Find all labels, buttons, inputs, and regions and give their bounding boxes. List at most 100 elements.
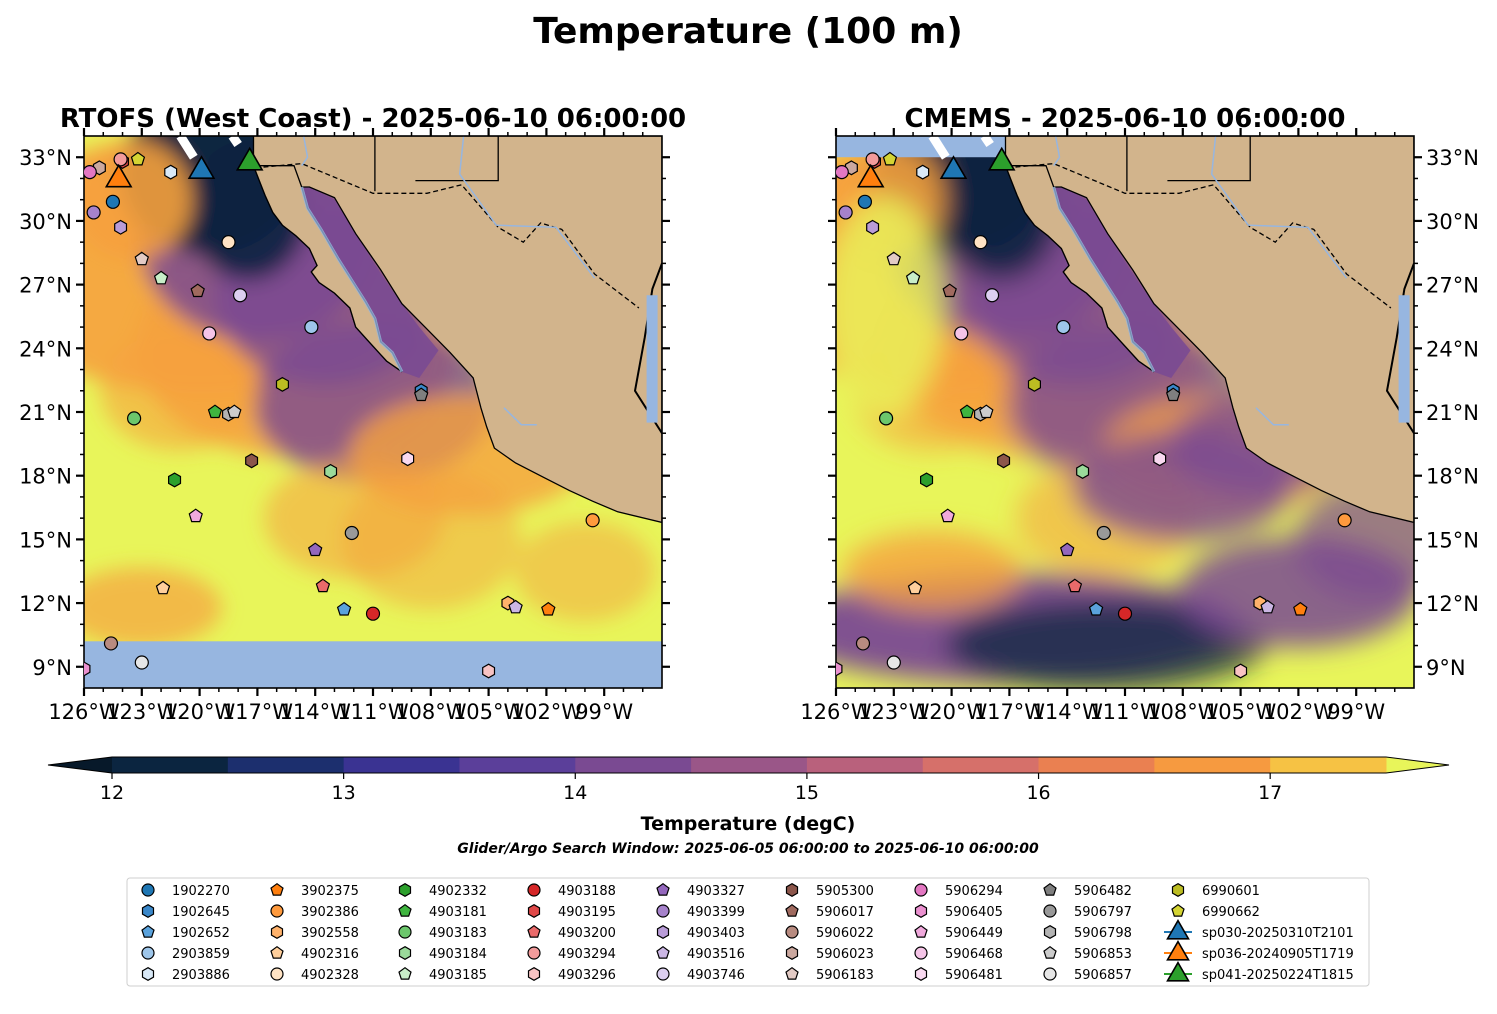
x-tick-label: 102°W (1263, 700, 1335, 724)
y-tick-label: 15°N (1426, 528, 1479, 552)
y-tick-label: 33°N (1426, 146, 1479, 170)
float-marker-4903183 (878, 411, 894, 426)
x-tick-label: 111°W (1089, 700, 1161, 724)
colorbar-segment (459, 757, 576, 773)
legend-entry-label: 6990662 (1202, 905, 1260, 920)
colorbar-segment (575, 757, 692, 773)
y-tick-label: 15°N (19, 528, 72, 552)
float-marker-5906405 (836, 661, 843, 677)
legend-float-marker (656, 925, 670, 939)
colorbar-segment (922, 757, 1040, 773)
float-marker-4903296 (1234, 663, 1248, 679)
legend-entry-label: 5906023 (816, 947, 874, 962)
x-tick-label: 99°W (1327, 700, 1385, 724)
float-marker-5906482 (1165, 387, 1181, 402)
float-marker-5906481 (1153, 451, 1167, 467)
legend-float-marker (141, 904, 155, 918)
legend-float-marker (527, 883, 541, 897)
legend-entry-label: 3902375 (301, 884, 359, 899)
float-marker-4903746 (984, 288, 1000, 303)
float-marker-1902270 (105, 194, 121, 209)
x-tick-label: 126°W (800, 700, 872, 724)
float-marker-5906797 (1096, 525, 1111, 541)
float-marker-4902316 (155, 580, 171, 595)
legend-float-marker (1043, 882, 1057, 896)
float-marker-3902386 (585, 513, 600, 528)
y-tick-label: 12°N (1426, 592, 1479, 616)
legend-entry-label: 1902652 (172, 926, 230, 941)
legend-float-marker (141, 924, 155, 938)
float-marker-1902652 (1088, 601, 1104, 616)
legend-entry-label: 5905300 (816, 884, 874, 899)
colorbar-segment (227, 757, 345, 773)
colorbar-segment (1154, 757, 1271, 773)
us-mexico-border (1007, 162, 1392, 309)
x-tick-label: 105°W (1205, 700, 1277, 724)
y-tick-label: 30°N (19, 210, 72, 234)
glider-marker-sp030-20250310T2101 (187, 155, 216, 179)
legend-float-marker (785, 946, 799, 960)
legend-float-marker (656, 882, 670, 896)
rtofs-map-panel: 126°W123°W120°W117°W114°W111°W108°W105°W… (19, 128, 670, 724)
legend-float-marker (656, 945, 670, 959)
colorbar-segment (1270, 757, 1387, 773)
legend-entry-label: 4903327 (687, 884, 745, 899)
float-marker-5906294 (836, 164, 849, 180)
legend-float-marker (785, 883, 799, 897)
legend-entry-label: 4903188 (558, 884, 616, 899)
legend-entry-label: 4903184 (429, 947, 487, 962)
float-marker-4903181 (207, 404, 223, 419)
float-marker-1902652 (336, 601, 352, 616)
legend-entry-label: sp036-20240905T1719 (1202, 947, 1354, 962)
legend-entry-label: 4903294 (558, 947, 616, 962)
legend-entry-label: 5906017 (816, 905, 874, 920)
float-marker-5906017 (190, 283, 205, 298)
x-tick-label: 123°W (858, 700, 930, 724)
legend-entry-label: 6990601 (1202, 884, 1260, 899)
legend-entry-label: 4903195 (558, 905, 616, 920)
float-markers (836, 146, 1352, 679)
legend-entry-label: 3902386 (301, 905, 359, 920)
legend-float-marker (914, 924, 928, 938)
legend-entry-label: 4903516 (687, 947, 745, 962)
figure-title: Temperature (100 m) (533, 11, 963, 52)
y-tick-label: 9°N (1426, 656, 1466, 680)
glider-marker-sp030-20250310T2101 (939, 155, 968, 179)
x-tick-label: 117°W (974, 700, 1046, 724)
float-marker-4903185 (905, 270, 921, 285)
legend-float-marker (398, 883, 412, 897)
float-marker-5905300 (245, 453, 259, 469)
float-marker-1902270 (857, 194, 873, 209)
legend-glider-marker (1166, 918, 1190, 940)
float-marker-5906405 (84, 661, 91, 677)
x-tick-label: 108°W (395, 700, 467, 724)
legend-entry-label: 5906853 (1074, 947, 1132, 962)
x-tick-label: 120°W (164, 700, 236, 724)
colorbar-segment (1038, 757, 1155, 773)
legend-float-marker (656, 904, 670, 918)
colorbar-under-extend (48, 757, 112, 773)
float-marker-5906853 (979, 404, 994, 419)
float-marker-4903403 (866, 219, 880, 235)
legend-float-marker (398, 925, 412, 939)
legend-float-marker (527, 967, 541, 981)
x-tick-label: 114°W (1032, 700, 1104, 724)
legend-float-marker (527, 946, 541, 960)
float-marker-4903516 (1260, 599, 1275, 614)
legend-float-marker (1043, 925, 1057, 939)
legend-glider-marker (1166, 960, 1190, 982)
y-tick-label: 27°N (19, 274, 72, 298)
float-marker-4903200 (315, 578, 331, 593)
float-marker-2903886 (164, 164, 178, 180)
float-marker-6990601 (1027, 376, 1042, 392)
float-marker-5906022 (103, 636, 119, 651)
legend-float-marker (1171, 903, 1185, 917)
float-marker-4903403 (114, 219, 128, 235)
legend-glider-marker (1166, 939, 1190, 961)
x-tick-label: 123°W (106, 700, 178, 724)
y-tick-label: 30°N (1426, 210, 1479, 234)
float-marker-4903184 (1076, 463, 1090, 479)
legend-entry-label: 5906294 (945, 884, 1003, 899)
colorbar-tick-label: 15 (795, 782, 819, 804)
float-marker-5906468 (954, 326, 969, 341)
